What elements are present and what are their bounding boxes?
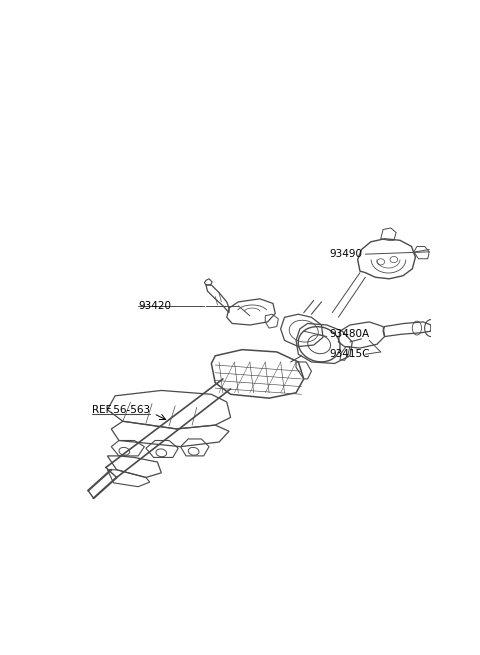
Text: REF.56-563: REF.56-563 — [92, 405, 150, 415]
Text: 93490: 93490 — [329, 249, 362, 259]
Text: 93480A: 93480A — [329, 329, 369, 339]
Text: 93415C: 93415C — [329, 349, 370, 359]
Text: 93420: 93420 — [138, 301, 171, 310]
